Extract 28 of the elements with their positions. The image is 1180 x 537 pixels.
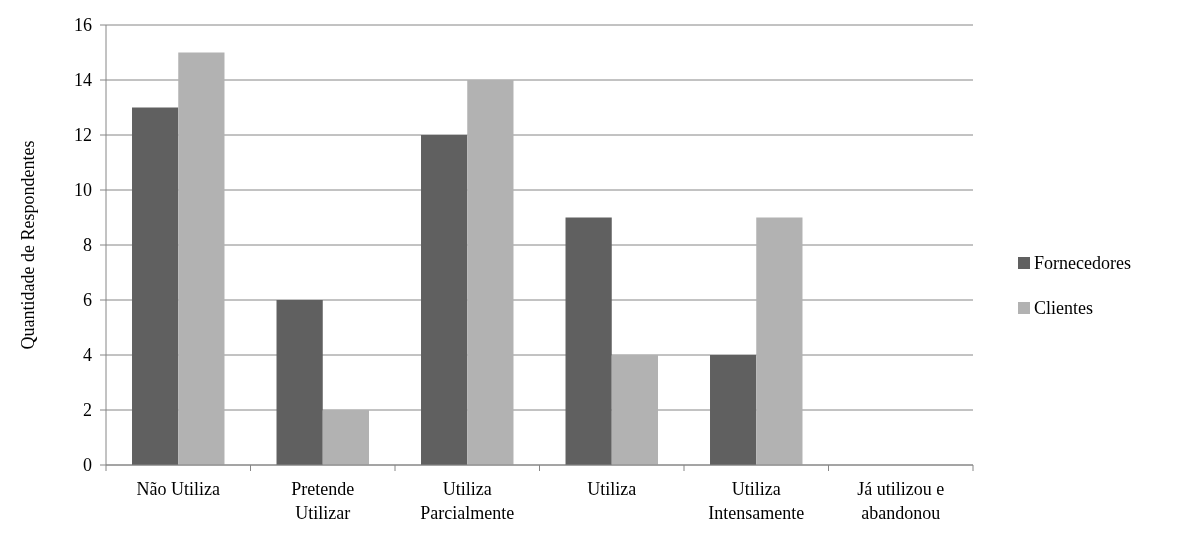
x-tick-label: Não Utiliza: [136, 479, 220, 499]
bar: [132, 107, 179, 465]
bar: [756, 217, 803, 465]
legend-label: Clientes: [1034, 298, 1093, 319]
y-tick-label: 14: [74, 70, 92, 91]
bar: [710, 355, 757, 465]
y-tick-label: 16: [74, 15, 92, 36]
x-tick-label: Utiliza Parcialmente: [420, 479, 515, 523]
bar: [611, 355, 658, 465]
y-tick-label: 6: [83, 290, 92, 311]
y-tick-label: 12: [74, 125, 92, 146]
bar: [565, 217, 612, 465]
y-tick-label: 8: [83, 235, 92, 256]
bar: [276, 300, 323, 465]
y-tick-label: 2: [83, 400, 92, 421]
bar: [178, 52, 225, 465]
legend-label: Fornecedores: [1034, 253, 1131, 274]
y-tick-label: 4: [83, 345, 92, 366]
x-tick-label: Já utilizou e abandonou: [857, 479, 945, 523]
x-tick-label: Pretende Utilizar: [291, 479, 355, 523]
bar: [322, 410, 369, 465]
x-tick-label: Utiliza: [587, 479, 637, 499]
y-tick-label: 10: [74, 180, 92, 201]
y-axis-title: Quantidade de Respondentes: [18, 140, 39, 350]
bar: [467, 80, 514, 465]
bar: [421, 135, 468, 465]
x-tick-label: Utiliza Intensamente: [708, 479, 805, 523]
y-tick-label: 0: [83, 455, 92, 476]
